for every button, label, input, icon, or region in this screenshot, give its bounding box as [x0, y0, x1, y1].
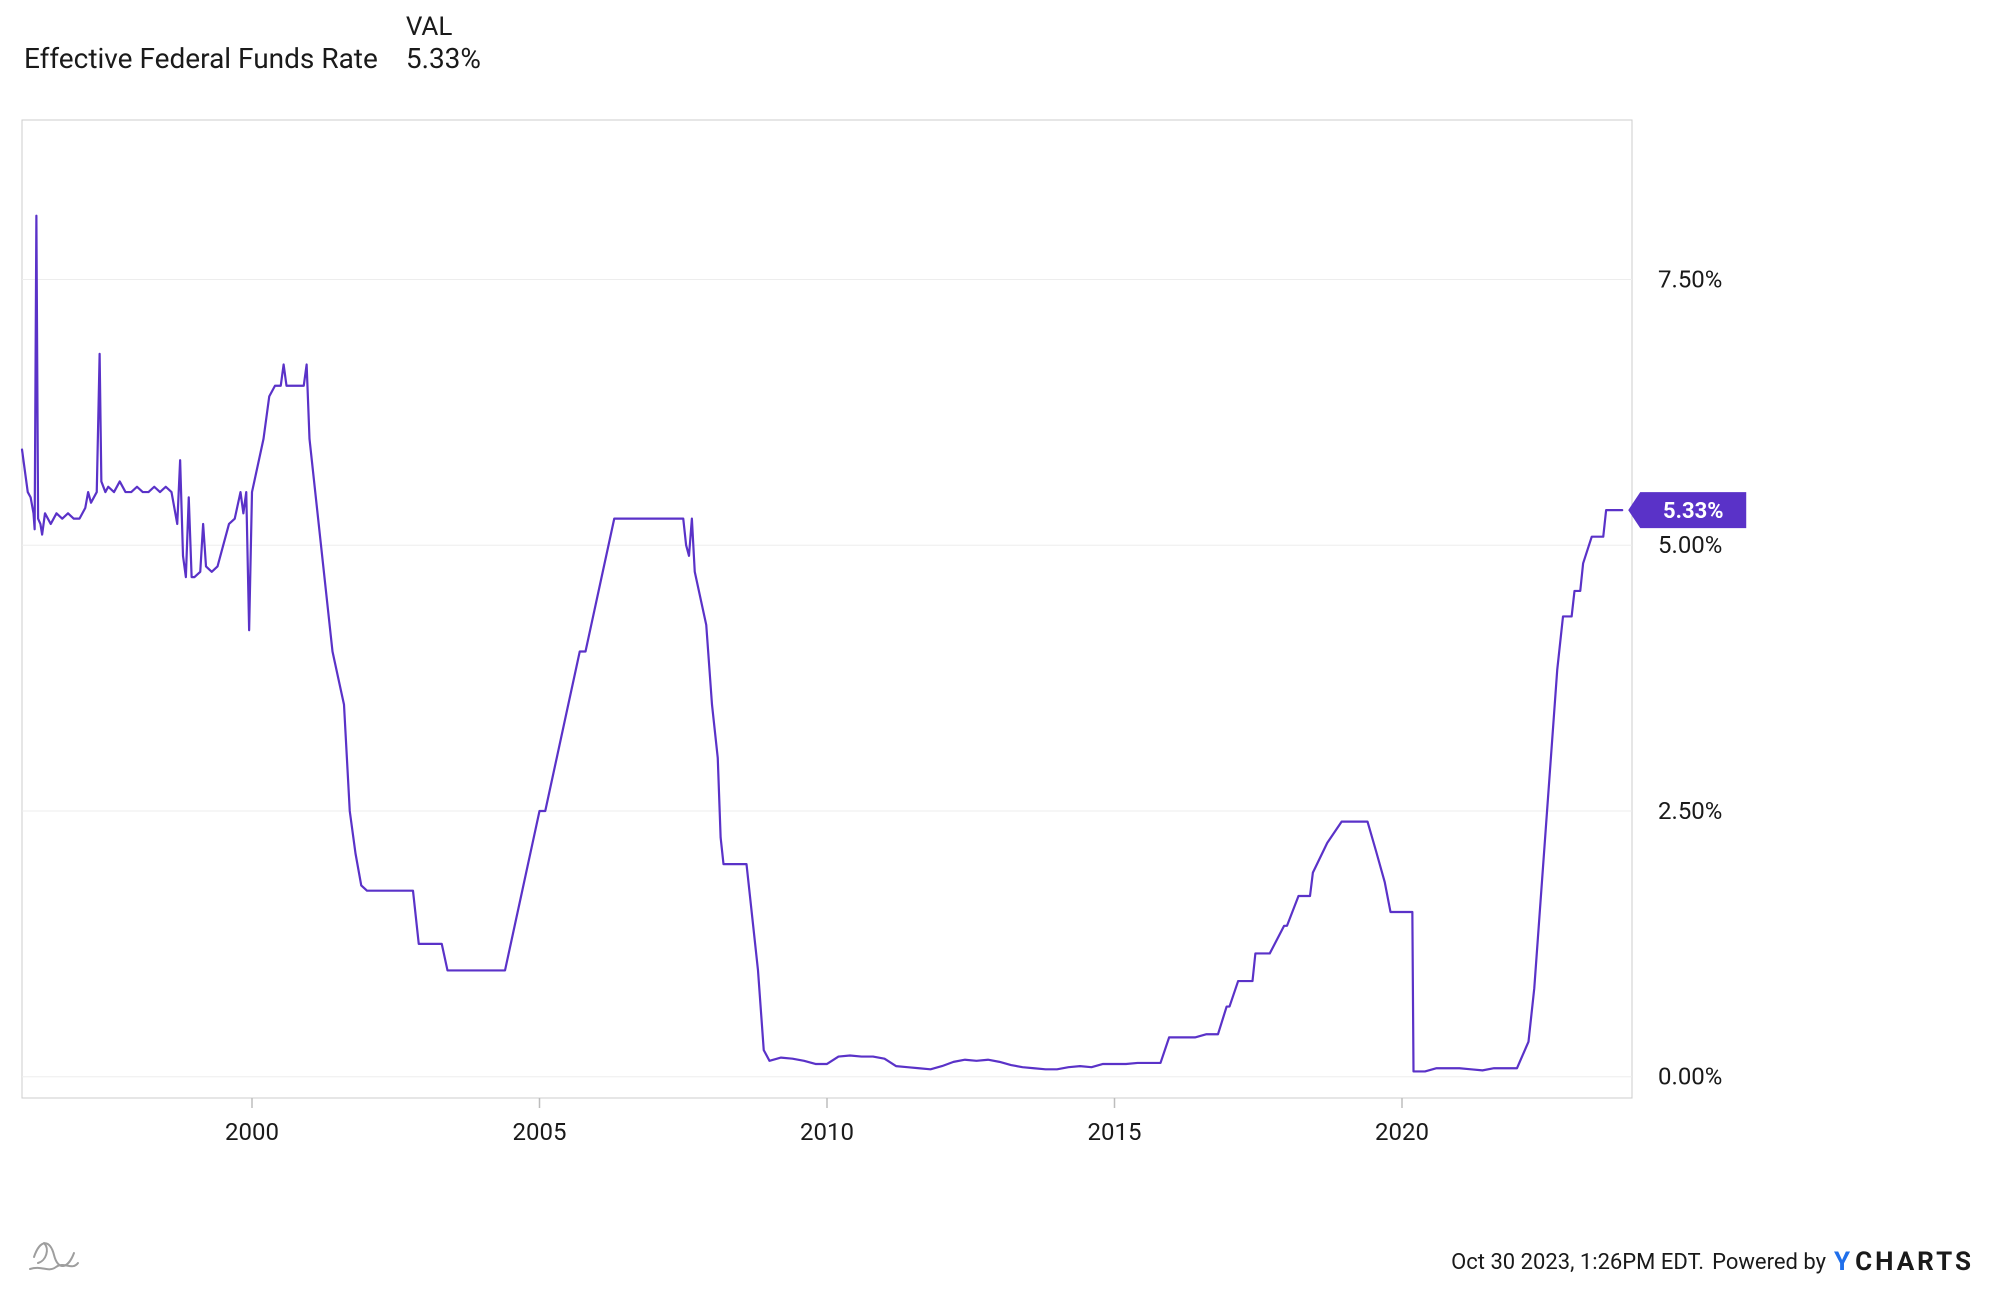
- x-tick-label: 2015: [1088, 1118, 1142, 1146]
- footer-timestamp: Oct 30 2023, 1:26PM EDT.: [1451, 1250, 1704, 1275]
- chart-area: 0.00% 2.50% 5.00% 7.50% 2000 2005 2010 2015 2020…: [14, 112, 1984, 1172]
- chart-header: Effective Federal Funds Rate VAL 5.33%: [24, 12, 481, 75]
- x-tick-label: 2000: [225, 1118, 279, 1146]
- y-tick-label: 0.00%: [1658, 1063, 1722, 1091]
- x-tick-label: 2020: [1375, 1118, 1429, 1146]
- watermark-icon: [26, 1233, 82, 1277]
- brand-y: Y: [1834, 1247, 1853, 1277]
- y-tick-label: 2.50%: [1658, 797, 1722, 825]
- value-block: VAL 5.33%: [406, 12, 481, 75]
- brand-rest: CHARTS: [1855, 1247, 1974, 1277]
- footer-powered-by: Powered by: [1712, 1250, 1826, 1275]
- value-number: 5.33%: [406, 42, 481, 75]
- value-label: VAL: [406, 12, 453, 42]
- series-name: Effective Federal Funds Rate: [24, 42, 378, 75]
- y-tick-label: 7.50%: [1658, 265, 1722, 293]
- x-tick-label: 2005: [513, 1118, 567, 1146]
- footer: Oct 30 2023, 1:26PM EDT. Powered by Y CH…: [1451, 1247, 1974, 1277]
- value-callout-text: 5.33%: [1663, 499, 1724, 524]
- x-tick-label: 2010: [800, 1118, 854, 1146]
- y-tick-label: 5.00%: [1658, 531, 1722, 559]
- brand-logo: Y CHARTS: [1834, 1247, 1974, 1277]
